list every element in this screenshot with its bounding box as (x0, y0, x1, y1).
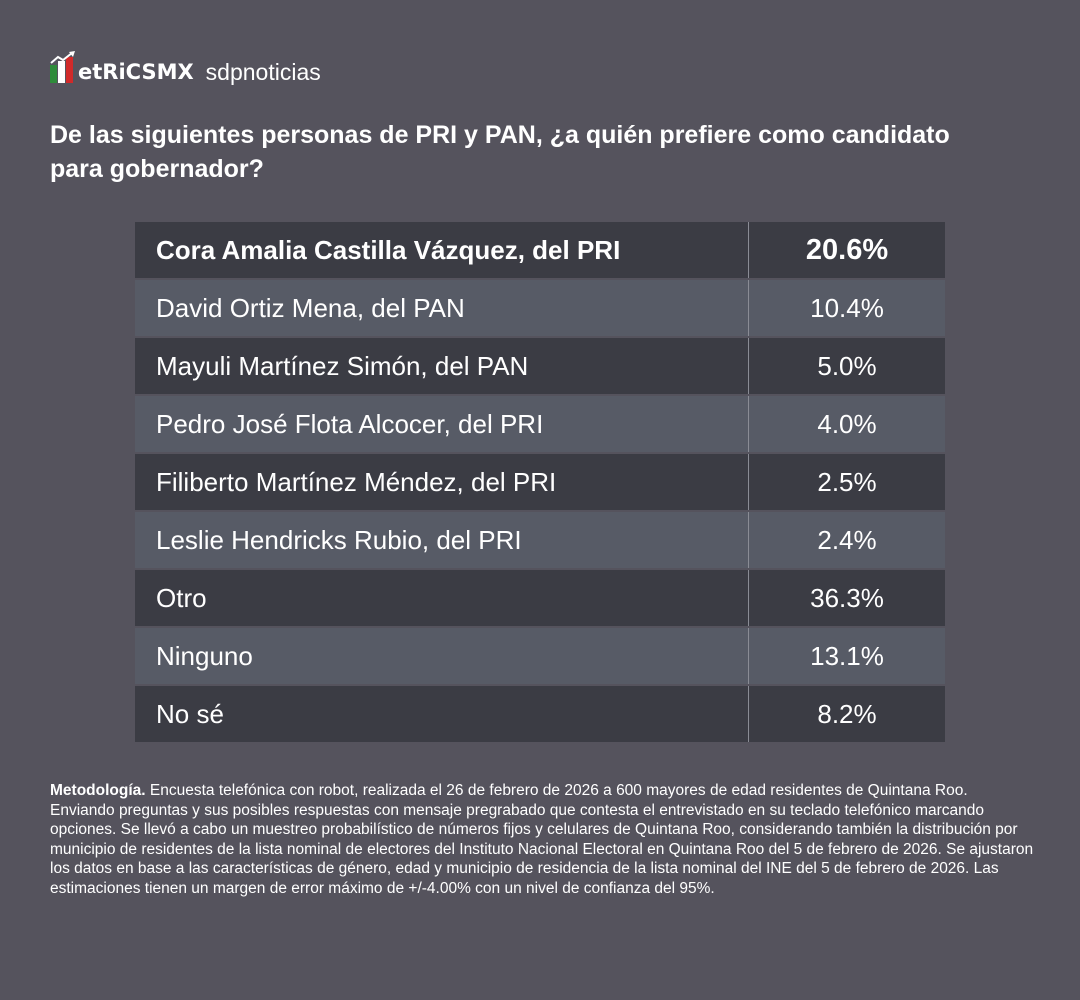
candidate-label: David Ortiz Mena, del PAN (156, 292, 465, 323)
percentage-value: 5.0% (748, 338, 945, 394)
candidate-label: No sé (156, 698, 224, 729)
candidate-label: Cora Amalia Castilla Vázquez, del PRI (156, 234, 621, 265)
percentage-value: 2.5% (748, 454, 945, 510)
table-row: Leslie Hendricks Rubio, del PRI 2.4% (135, 512, 945, 568)
table-row: David Ortiz Mena, del PAN 10.4% (135, 280, 945, 336)
percentage-value: 2.4% (748, 512, 945, 568)
table-row-leader: Cora Amalia Castilla Vázquez, del PRI 20.… (135, 222, 945, 278)
percentage-value: 36.3% (748, 570, 945, 626)
percentage-value: 13.1% (748, 628, 945, 684)
candidate-label: Ninguno (156, 640, 253, 671)
percentage-value: 4.0% (748, 396, 945, 452)
percentage-value: 8.2% (748, 686, 945, 742)
table-row: No sé 8.2% (135, 686, 945, 742)
metricsmx-logo-text: etRiCSMX (78, 60, 194, 84)
percentage-value: 10.4% (748, 280, 945, 336)
candidate-label: Pedro José Flota Alcocer, del PRI (156, 408, 544, 439)
table-row: Ninguno 13.1% (135, 628, 945, 684)
methodology-label: Metodología. (50, 782, 146, 799)
candidate-label: Mayuli Martínez Simón, del PAN (156, 350, 529, 381)
candidate-label: Leslie Hendricks Rubio, del PRI (156, 524, 522, 555)
methodology-note: Metodología. Encuesta telefónica con rob… (50, 781, 1035, 898)
table-row: Mayuli Martínez Simón, del PAN 5.0% (135, 338, 945, 394)
metricsmx-logo-icon (50, 51, 76, 85)
methodology-text: Encuesta telefónica con robot, realizada… (50, 782, 1034, 897)
brand-logos: etRiCSMX sdpnoticias (50, 50, 321, 86)
partner-logo: sdpnoticias (205, 58, 321, 85)
results-table: Cora Amalia Castilla Vázquez, del PRI 20.… (135, 222, 945, 744)
candidate-label: Filiberto Martínez Méndez, del PRI (156, 466, 557, 497)
percentage-value: 20.6% (748, 222, 945, 278)
table-row: Otro 36.3% (135, 570, 945, 626)
table-row: Filiberto Martínez Méndez, del PRI 2.5% (135, 454, 945, 510)
candidate-label: Otro (156, 582, 207, 613)
question-title: De las siguientes personas de PRI y PAN,… (50, 121, 950, 183)
table-row: Pedro José Flota Alcocer, del PRI 4.0% (135, 396, 945, 452)
